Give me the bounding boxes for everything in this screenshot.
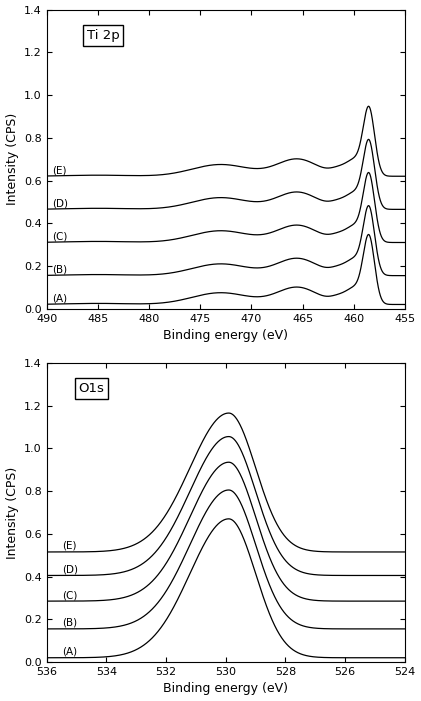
Text: (A): (A) xyxy=(61,647,77,657)
Text: (D): (D) xyxy=(61,564,77,574)
X-axis label: Binding energy (eV): Binding energy (eV) xyxy=(163,329,288,342)
Text: (D): (D) xyxy=(52,198,68,208)
Y-axis label: Intensity (CPS): Intensity (CPS) xyxy=(5,466,19,559)
Text: (A): (A) xyxy=(52,294,67,304)
Y-axis label: Intensity (CPS): Intensity (CPS) xyxy=(5,113,19,205)
Text: (E): (E) xyxy=(61,541,76,551)
Text: Ti 2p: Ti 2p xyxy=(87,29,120,41)
Text: (B): (B) xyxy=(61,618,77,628)
Text: O1s: O1s xyxy=(79,382,104,395)
Text: (C): (C) xyxy=(52,231,67,241)
Text: (C): (C) xyxy=(61,590,77,600)
Text: (E): (E) xyxy=(52,165,67,175)
Text: (B): (B) xyxy=(52,264,67,275)
X-axis label: Binding energy (eV): Binding energy (eV) xyxy=(163,683,288,695)
